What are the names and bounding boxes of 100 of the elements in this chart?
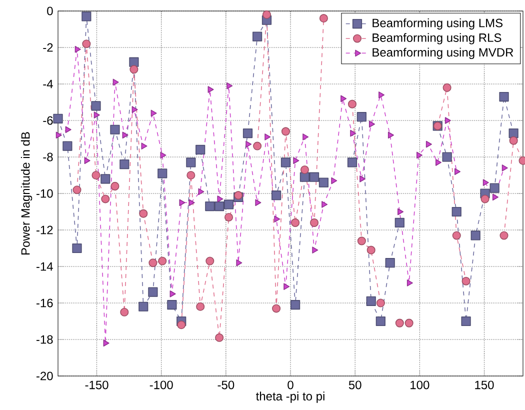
point	[302, 134, 309, 140]
point	[340, 95, 347, 102]
point	[281, 127, 290, 136]
point	[310, 218, 319, 227]
point	[274, 216, 280, 222]
point	[148, 287, 158, 297]
point	[82, 12, 92, 22]
point	[452, 206, 462, 217]
point	[378, 92, 385, 98]
point	[158, 168, 168, 178]
point	[101, 194, 110, 204]
x-axis-title: theta -pi to pi	[256, 392, 324, 403]
x-tick-label: -100	[150, 380, 173, 390]
point	[92, 170, 100, 180]
point	[322, 201, 328, 208]
point	[205, 201, 215, 212]
point	[470, 230, 480, 240]
point	[404, 318, 414, 328]
point	[290, 300, 300, 310]
point	[398, 208, 404, 216]
point	[435, 159, 442, 166]
point	[462, 276, 470, 286]
point	[110, 124, 120, 134]
point	[318, 178, 328, 188]
y-tick-label: -18	[36, 335, 53, 344]
point	[130, 65, 138, 74]
point	[224, 200, 234, 210]
point	[186, 158, 196, 168]
point	[444, 117, 451, 124]
point	[348, 100, 357, 108]
point	[120, 308, 129, 316]
point	[112, 78, 119, 86]
point	[264, 134, 271, 140]
point	[160, 152, 166, 159]
y-tick-label: -20	[36, 372, 53, 380]
point	[366, 296, 376, 306]
x-tick-label: 100	[410, 380, 430, 390]
y-tick-label: -14	[36, 262, 53, 271]
point	[426, 140, 432, 148]
point	[103, 340, 110, 347]
point	[395, 318, 404, 328]
point	[94, 112, 100, 118]
point	[236, 259, 242, 266]
x-tick-label: 150	[475, 380, 494, 390]
legend-label: Beamforming using MVDR	[372, 48, 514, 59]
point	[347, 158, 358, 168]
point	[253, 142, 262, 150]
point	[188, 199, 195, 206]
point	[300, 172, 310, 182]
point	[406, 280, 413, 286]
point	[198, 188, 204, 196]
point	[215, 333, 224, 342]
point	[132, 106, 138, 113]
point	[206, 256, 214, 266]
y-tick-label: -10	[36, 189, 53, 198]
point	[291, 218, 300, 227]
point	[452, 231, 461, 240]
point	[368, 120, 375, 128]
x-tick-label: -50	[218, 380, 234, 390]
point	[319, 14, 328, 23]
point	[255, 199, 262, 206]
point	[376, 298, 385, 308]
point	[196, 302, 205, 311]
point	[442, 83, 452, 92]
point	[252, 32, 262, 42]
point	[56, 132, 62, 138]
point	[186, 170, 196, 180]
point	[376, 316, 386, 326]
point	[454, 168, 460, 175]
point	[366, 246, 376, 254]
point	[196, 144, 206, 154]
point	[74, 46, 81, 53]
point	[284, 283, 290, 290]
point	[357, 236, 366, 246]
point	[179, 199, 186, 206]
point	[150, 110, 157, 117]
x-tick-label: 0	[288, 380, 294, 390]
point	[72, 243, 82, 254]
point	[416, 152, 422, 159]
y-tick-label: -6	[43, 116, 53, 125]
x-tick-label: -150	[85, 380, 108, 390]
point	[214, 201, 224, 212]
point	[138, 302, 148, 312]
point	[360, 175, 366, 182]
y-tick-label: 0	[47, 6, 53, 16]
point	[482, 179, 489, 186]
point	[217, 196, 224, 202]
point	[91, 101, 101, 111]
point	[394, 218, 404, 228]
point	[100, 174, 110, 184]
point	[499, 92, 509, 102]
point	[62, 141, 72, 151]
point	[300, 166, 309, 174]
point	[490, 183, 500, 193]
point	[502, 164, 508, 172]
legend-label: Beamforming using RLS	[372, 33, 502, 44]
y-tick-label: -4	[43, 80, 53, 88]
y-tick-label: -2	[43, 43, 53, 52]
point	[312, 246, 318, 254]
point	[500, 231, 508, 240]
